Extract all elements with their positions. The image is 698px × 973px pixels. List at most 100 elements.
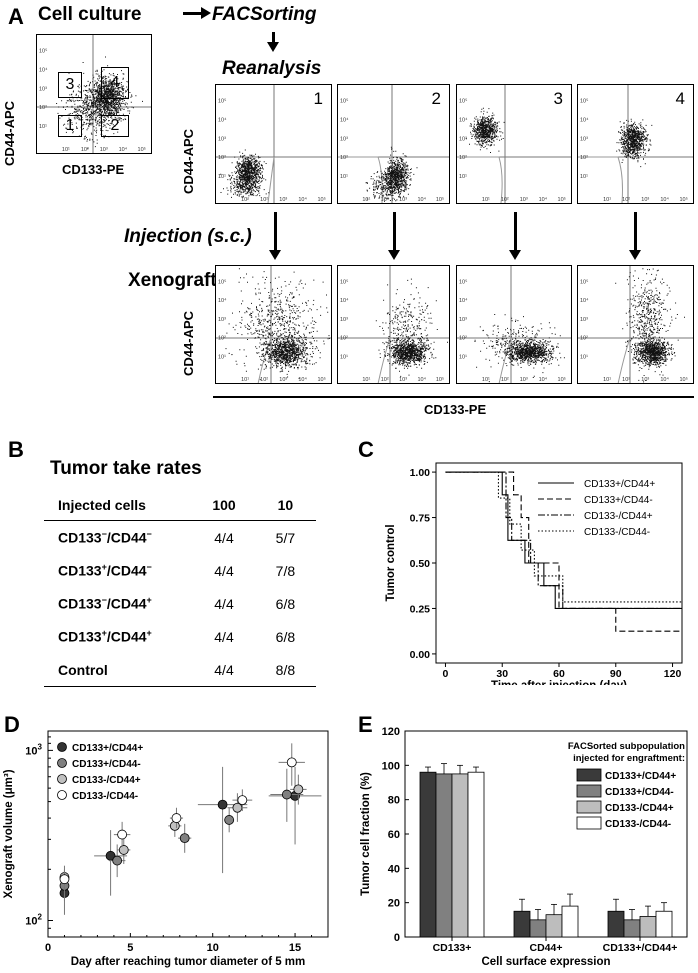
legend-title-1: FACSorted subpopulation	[568, 741, 685, 752]
arrow-down-2-icon	[388, 212, 400, 260]
data-point-1-4	[270, 768, 304, 822]
svg-text:10³: 10³	[39, 86, 47, 92]
svg-text:10⁴: 10⁴	[660, 196, 669, 203]
svg-text:10⁵: 10⁵	[138, 146, 146, 153]
svg-text:10³: 10³	[459, 136, 467, 142]
svg-text:10²: 10²	[340, 155, 348, 161]
reanalysis-plot-4: 10¹ 10¹ 10² 10² 10³ 10³ 10⁴ 10⁴ 10⁵ 10⁵ 4	[577, 84, 694, 204]
arrow-right-icon	[183, 12, 203, 15]
take-rate-v100: 4/4	[214, 628, 234, 645]
facs-scatter: 10¹ 10¹ 10² 10² 10³ 10³ 10⁴ 10⁴ 10⁵ 10⁵	[457, 85, 571, 203]
svg-text:10²: 10²	[580, 336, 588, 342]
legend-title-2: injected for engraftment:	[573, 753, 685, 764]
legend-label-0: CD133+/CD44+	[605, 771, 676, 782]
legend-marker-0	[57, 742, 67, 752]
take-rate-v10: 6/8	[275, 595, 296, 612]
bar-2-0	[607, 910, 625, 938]
svg-text:10⁴: 10⁴	[417, 196, 426, 203]
table-row: CD133+/CD44+ 4/4 6/8	[44, 620, 316, 653]
legend-marker-2	[57, 774, 67, 784]
svg-text:10⁵: 10⁵	[459, 278, 467, 285]
svg-text:10²: 10²	[218, 336, 226, 342]
y-tick-label: 60	[388, 829, 400, 841]
svg-text:10¹: 10¹	[459, 174, 467, 180]
y-axis-label: Tumor cell fraction (%)	[360, 772, 372, 896]
data-point-2-1	[117, 836, 131, 864]
x-tick-label: 5	[127, 942, 133, 954]
svg-text:10⁵: 10⁵	[317, 196, 325, 203]
svg-text:10³: 10³	[520, 377, 528, 383]
xenografts-title: Xenografts	[128, 270, 228, 291]
svg-text:10³: 10³	[399, 197, 407, 203]
svg-text:10³: 10³	[340, 317, 348, 323]
svg-text:10²: 10²	[622, 197, 630, 203]
svg-text:10⁵: 10⁵	[218, 278, 226, 285]
svg-text:10⁴: 10⁴	[459, 116, 468, 123]
svg-text:10²: 10²	[501, 377, 509, 383]
x-axis-label: Cell surface expression	[481, 956, 610, 968]
x-tick-label: 10	[207, 942, 219, 954]
svg-text:10⁴: 10⁴	[417, 376, 426, 383]
data-point-3-4	[278, 743, 305, 786]
legend-marker-3	[57, 790, 67, 800]
svg-text:10⁵: 10⁵	[317, 376, 325, 383]
table-header-row: Injected cells 100 10	[44, 490, 316, 521]
tumor-fraction-chart: 0 20 40 60 80 100 120 CD133+ CD44+ CD133+/CD44+ Ce…	[360, 726, 688, 968]
cell-population: CD133−/CD44+	[58, 595, 152, 612]
gate-1: 1	[58, 115, 82, 137]
svg-text:10¹: 10¹	[218, 354, 226, 360]
x-tick-label: 60	[553, 668, 565, 680]
y-tick-label: 80	[388, 795, 400, 807]
svg-text:10²: 10²	[340, 336, 348, 342]
panel-a-label: A	[8, 4, 24, 29]
y-tick-label: 0.00	[410, 649, 431, 661]
svg-text:10²: 10²	[260, 197, 268, 203]
svg-text:10⁴: 10⁴	[218, 297, 227, 304]
reanalysis-number-1: 1	[313, 89, 323, 108]
svg-text:10²: 10²	[381, 377, 389, 383]
svg-text:10²: 10²	[459, 155, 467, 161]
svg-text:10³: 10³	[100, 147, 108, 153]
svg-text:10⁵: 10⁵	[679, 196, 687, 203]
legend-marker-1	[57, 758, 67, 768]
y-axis-label: Tumor control	[385, 524, 397, 601]
legend-swatch-0	[576, 768, 602, 782]
bar-1-2	[545, 914, 563, 938]
take-rate-v100: 4/4	[214, 529, 234, 546]
table-row: CD133+/CD44− 4/4 7/8	[44, 554, 316, 587]
svg-text:10⁴: 10⁴	[459, 297, 468, 304]
svg-text:10³: 10³	[279, 377, 287, 383]
svg-text:10¹: 10¹	[362, 197, 370, 203]
header-100: 100	[193, 490, 255, 521]
category-label-0: CD133+	[433, 942, 472, 954]
svg-text:10⁵: 10⁵	[580, 278, 588, 285]
svg-text:10⁵: 10⁵	[558, 196, 566, 203]
svg-text:10⁵: 10⁵	[580, 97, 588, 104]
x-tick-label: 15	[289, 942, 301, 954]
svg-text:10⁴: 10⁴	[660, 376, 669, 383]
svg-text:10³: 10³	[520, 197, 528, 203]
take-rates-table: Injected cells 100 10 CD133−/CD44− 4/4 5/7…	[44, 490, 316, 687]
svg-text:10⁴: 10⁴	[580, 116, 589, 123]
gate-curve	[267, 156, 275, 203]
svg-text:10¹: 10¹	[482, 377, 490, 383]
reanalysis-y-axis-label: CD44-APC	[181, 128, 196, 194]
svg-text:10¹: 10¹	[459, 354, 467, 360]
x-axis-label: Day after reaching tumor diameter of 5 m…	[71, 956, 306, 968]
cell-population: Control	[44, 653, 194, 687]
xenograft-volume-chart: 0 5 10 15 102 103 Day after reaching tumor dia…	[3, 730, 329, 968]
svg-text:10⁵: 10⁵	[39, 47, 47, 54]
legend-label-3: CD133-/CD44-	[584, 527, 650, 538]
facs-scatter: 10¹ 10¹ 10² 10² 10³ 10³ 10⁴ 10⁴ 10⁵ 10⁵	[457, 266, 571, 383]
legend-label-2: CD133-/CD44+	[605, 803, 674, 814]
svg-text:10²: 10²	[580, 155, 588, 161]
legend-label-1: CD133+/CD44-	[72, 759, 141, 770]
x-tick-label: 0	[45, 942, 51, 954]
svg-text:10³: 10³	[580, 317, 588, 323]
take-rates-title: Tumor take rates	[50, 458, 202, 479]
xenograft-plot-4: 10¹ 10¹ 10² 10² 10³ 10³ 10⁴ 10⁴ 10⁵ 10⁵	[577, 265, 694, 384]
y-tick-label: 1.00	[410, 467, 431, 479]
svg-text:10²: 10²	[622, 377, 630, 383]
cell-population: CD133−/CD44−	[58, 529, 152, 546]
legend-label-0: CD133+/CD44+	[584, 479, 655, 490]
